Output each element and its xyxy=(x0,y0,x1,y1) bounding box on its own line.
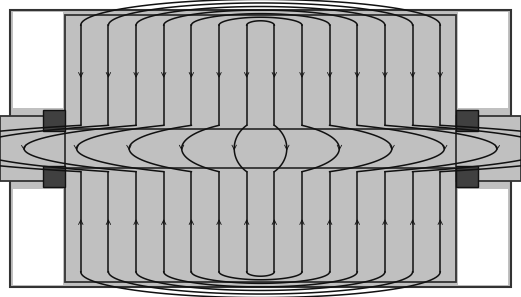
Bar xyxy=(43,110,65,131)
Bar xyxy=(65,15,456,129)
Bar xyxy=(456,116,521,181)
Bar xyxy=(43,166,65,187)
Bar xyxy=(13,12,63,108)
Bar xyxy=(65,168,456,282)
Bar xyxy=(458,12,508,108)
Bar xyxy=(456,110,478,131)
Bar xyxy=(13,189,63,285)
Bar xyxy=(456,166,478,187)
Bar xyxy=(0,116,65,181)
Bar xyxy=(458,189,508,285)
